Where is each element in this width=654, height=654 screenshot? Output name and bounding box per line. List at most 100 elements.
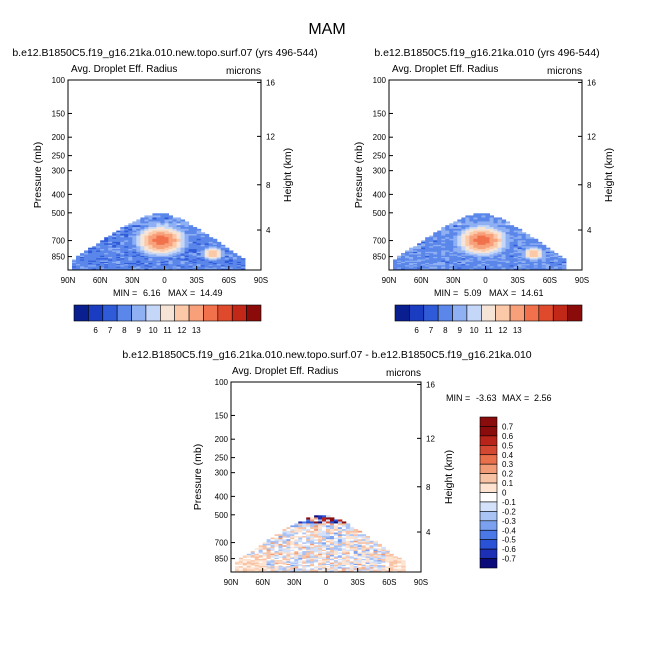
heatmap-cell xyxy=(112,259,117,262)
heatmap-cell xyxy=(266,553,272,556)
heatmap-cell xyxy=(337,567,343,569)
heatmap-cell xyxy=(294,553,299,556)
heatmap-cell xyxy=(469,251,474,254)
heatmap-cell xyxy=(529,251,535,254)
heatmap-cell xyxy=(148,230,153,233)
heatmap-cell xyxy=(493,247,499,250)
heatmap-cell xyxy=(234,569,240,572)
heatmap-cell xyxy=(513,244,519,247)
heatmap-cell xyxy=(120,246,125,249)
heatmap-cell xyxy=(445,263,450,265)
heatmap-cell xyxy=(485,238,491,241)
heatmap-cell xyxy=(357,557,363,560)
heatmap-cell xyxy=(88,267,93,270)
heatmap-cell xyxy=(84,256,89,259)
heatmap-cell xyxy=(140,241,145,244)
heatmap-cell xyxy=(298,539,303,542)
heatmap-cell xyxy=(417,246,422,249)
heatmap-cell xyxy=(545,255,551,258)
heatmap-cell xyxy=(521,232,527,235)
heatmap-cell xyxy=(152,232,157,235)
heatmap-cell xyxy=(128,240,133,243)
heatmap-cell xyxy=(345,553,351,556)
heatmap-cell xyxy=(473,267,478,270)
heatmap-cell xyxy=(341,563,347,566)
heatmap-cell xyxy=(481,265,486,267)
heatmap-cell xyxy=(349,534,355,537)
colorbar-box xyxy=(452,304,468,322)
heatmap-cell xyxy=(192,267,198,270)
heatmap-cell xyxy=(326,534,331,537)
heatmap-cell xyxy=(298,551,303,553)
heatmap-cell xyxy=(449,254,454,257)
heatmap-cell xyxy=(144,232,149,235)
heatmap-cell xyxy=(489,259,495,262)
heatmap-cell xyxy=(489,238,495,241)
heatmap-cell xyxy=(152,228,157,232)
heatmap-cell xyxy=(421,255,426,258)
heatmap-cell xyxy=(184,228,190,232)
heatmap-cell xyxy=(176,258,182,260)
heatmap-cell xyxy=(88,266,93,269)
heatmap-cell xyxy=(389,552,394,555)
heatmap-cell xyxy=(314,567,319,569)
heatmap-cell xyxy=(369,560,374,562)
heatmap-cell xyxy=(176,267,182,270)
heatmap-cell xyxy=(84,266,89,269)
y-tick-label: 150 xyxy=(373,109,387,118)
heatmap-cell xyxy=(116,263,121,265)
heatmap-cell xyxy=(413,261,418,264)
heatmap-cell xyxy=(128,261,133,264)
heatmap-cell xyxy=(270,562,276,565)
heatmap-cell xyxy=(517,249,523,251)
heatmap-cell xyxy=(136,223,141,226)
heatmap-cell xyxy=(250,557,256,560)
heatmap-cell xyxy=(357,552,363,555)
heatmap-cell xyxy=(124,238,129,241)
heatmap-cell xyxy=(453,230,458,233)
heatmap-cell xyxy=(425,240,430,243)
heatmap-cell xyxy=(108,250,113,253)
heatmap-cell xyxy=(298,548,303,551)
heatmap-cell xyxy=(302,562,307,565)
heatmap-cell xyxy=(557,266,563,269)
heatmap-cell xyxy=(318,567,323,569)
heatmap-cell xyxy=(497,227,503,230)
heatmap-cell xyxy=(349,542,355,545)
heatmap-cell xyxy=(140,259,145,262)
heatmap-cell xyxy=(345,523,351,526)
heatmap-cell xyxy=(513,227,519,230)
heatmap-cell xyxy=(192,237,198,240)
heatmap-cell xyxy=(465,258,470,260)
heatmap-cell xyxy=(389,570,394,572)
heatmap-cell xyxy=(310,552,315,555)
heatmap-cell xyxy=(429,263,434,265)
heatmap-cell xyxy=(485,260,491,263)
heatmap-cell xyxy=(232,267,238,270)
heatmap-cell xyxy=(489,221,495,224)
heatmap-cell xyxy=(473,243,478,246)
heatmap-cell xyxy=(453,260,458,263)
colorbar-box xyxy=(203,304,219,322)
heatmap-cell xyxy=(188,227,194,230)
heatmap-cell xyxy=(425,255,430,258)
heatmap-cell xyxy=(345,542,351,545)
colorbar-box xyxy=(481,304,496,322)
heatmap-cell xyxy=(242,560,248,562)
heatmap-cell xyxy=(172,253,178,255)
heatmap-cell xyxy=(140,255,145,258)
heatmap-cell xyxy=(224,247,230,250)
heatmap-cell xyxy=(314,529,319,532)
heatmap-cell xyxy=(501,258,507,260)
heatmap-cell xyxy=(124,244,129,247)
heatmap-cell xyxy=(180,254,186,257)
heatmap-cell xyxy=(108,237,113,240)
heatmap-cell xyxy=(505,264,511,266)
heatmap-cell xyxy=(72,260,77,263)
heatmap-cell xyxy=(76,264,81,266)
heatmap-cell xyxy=(204,244,210,247)
heatmap-cell xyxy=(345,570,351,572)
